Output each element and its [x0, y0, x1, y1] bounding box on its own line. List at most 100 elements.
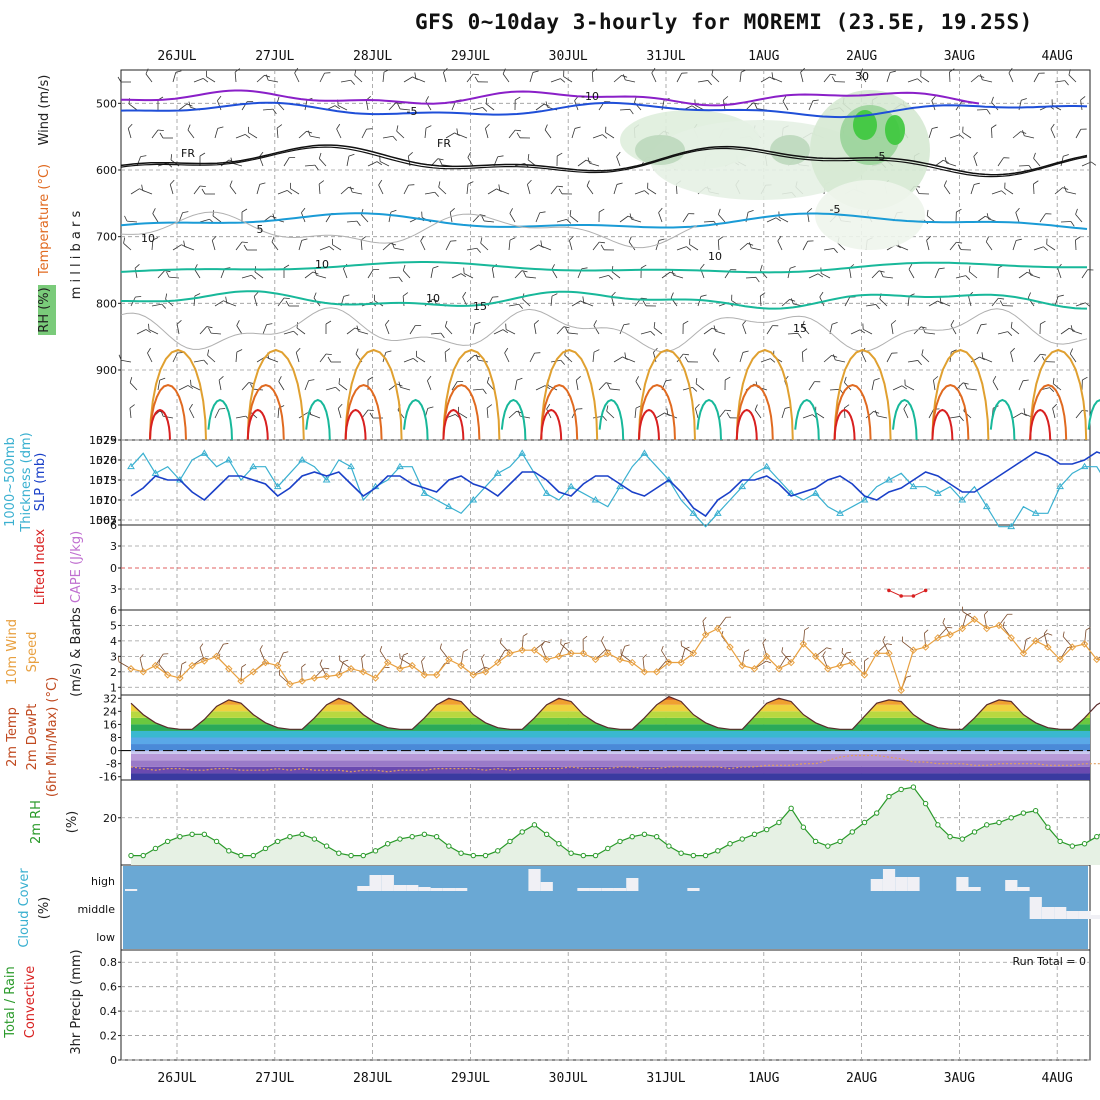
barb-staff: [1033, 353, 1041, 363]
barb-flag: [686, 246, 692, 251]
barb-flag: [349, 186, 353, 193]
barb-flag: [956, 208, 962, 213]
date-label-bottom: 27JUL: [255, 1071, 294, 1086]
barb-staff: [535, 212, 541, 223]
rh-point: [874, 810, 880, 816]
barb-staff: [262, 324, 267, 335]
thickness-point: [127, 462, 135, 470]
wind-barb: [220, 267, 231, 279]
barb-flag: [1062, 631, 1065, 637]
contour-warm-loop: [149, 383, 187, 441]
wind-barb: [296, 322, 306, 335]
barb-staff: [256, 184, 261, 195]
barb-flag: [903, 403, 908, 410]
barb-staff: [891, 324, 894, 335]
cloud-bar-high: [626, 878, 639, 891]
barb-flag: [920, 70, 922, 77]
barb-staff: [163, 415, 174, 419]
barb-staff: [172, 352, 178, 363]
wind-barb: [569, 235, 574, 251]
barb-flag: [891, 320, 897, 325]
barb-flag: [873, 377, 880, 381]
wind10-point: [225, 665, 233, 673]
contour-label: -10: [581, 90, 599, 103]
wind10-point: [726, 643, 734, 651]
barb-staff: [332, 244, 342, 251]
barb-staff: [151, 129, 159, 139]
barb-staff: [808, 273, 819, 279]
barb-flag: [534, 352, 541, 354]
panel-label: (%): [37, 897, 52, 920]
barb-flag: [467, 152, 471, 158]
barb-flag: [730, 269, 737, 271]
contour-15: [121, 290, 1088, 310]
wind-barb: [253, 291, 259, 307]
wind-barb: [194, 264, 201, 279]
wind-barb: [504, 347, 510, 363]
barb-staff: [129, 382, 138, 391]
barb-flag: [781, 647, 784, 653]
barb-staff: [703, 220, 715, 223]
wind-barb: [178, 103, 193, 111]
wind-barb: [787, 332, 802, 339]
barb-flag: [724, 376, 731, 381]
barb-flag: [295, 347, 301, 353]
barb-flag: [272, 213, 275, 220]
contour-label: 15: [473, 300, 487, 313]
rh-point: [641, 831, 648, 838]
wind-barb: [456, 128, 468, 139]
wind10-barb: [717, 616, 732, 629]
barb-flag: [474, 321, 481, 325]
barb-flag: [551, 293, 558, 297]
barb-staff: [861, 352, 867, 363]
rh-point: [812, 838, 819, 845]
wind-barb: [189, 403, 195, 419]
contour-warm-loop: [540, 383, 579, 441]
contour-15-loop: [403, 398, 429, 441]
wind-barb: [157, 377, 166, 391]
wind10-point: [445, 655, 453, 664]
barb-flag: [336, 123, 341, 130]
barb-flag: [374, 294, 376, 301]
barb-staff: [859, 73, 867, 83]
wind-barb: [424, 191, 439, 197]
barb-flag: [959, 134, 965, 139]
barb-flag: [653, 322, 656, 328]
barb-staff: [424, 191, 435, 195]
wind-barb: [1075, 236, 1081, 251]
barb-staff: [592, 134, 603, 139]
barb-flag: [802, 348, 808, 353]
barb-staff: [777, 240, 783, 251]
rh-point: [1069, 843, 1076, 849]
wind10-point: [714, 624, 722, 633]
barb-staff: [472, 107, 483, 111]
wind-barb: [444, 348, 451, 363]
barb-flag: [486, 404, 493, 409]
barb-flag: [367, 376, 374, 381]
barb-staff: [982, 357, 993, 363]
barb-staff: [1080, 100, 1083, 111]
panel-label: SLP (mb): [33, 453, 48, 512]
wind-barb: [934, 267, 945, 279]
barb-staff: [529, 72, 534, 83]
barb-flag: [640, 264, 647, 269]
wind-barb: [472, 107, 488, 112]
barb-flag: [201, 188, 206, 195]
wind-barb: [754, 404, 762, 419]
wind-barb: [635, 376, 642, 391]
cape-line: [888, 589, 926, 597]
barb-flag: [670, 292, 674, 299]
barb-staff: [1018, 100, 1022, 111]
wind10-point: [408, 661, 416, 670]
barb-staff: [865, 304, 876, 307]
cloud-bar-high: [455, 888, 468, 891]
wind-barb: [193, 185, 206, 195]
barb-staff: [508, 303, 519, 307]
barb-flag: [991, 96, 994, 103]
barb-flag: [611, 291, 616, 297]
barb-staff: [968, 271, 978, 279]
barb-flag: [593, 320, 597, 326]
barb-flag: [218, 375, 224, 381]
rh-shade: [635, 135, 685, 165]
wind-barb: [276, 124, 283, 139]
